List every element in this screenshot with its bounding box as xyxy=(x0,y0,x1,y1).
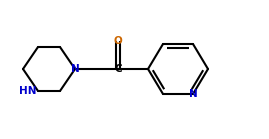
Text: HN: HN xyxy=(19,86,36,96)
Text: N: N xyxy=(189,89,197,99)
Text: O: O xyxy=(114,36,122,46)
Text: N: N xyxy=(71,64,79,74)
Text: C: C xyxy=(114,64,122,74)
